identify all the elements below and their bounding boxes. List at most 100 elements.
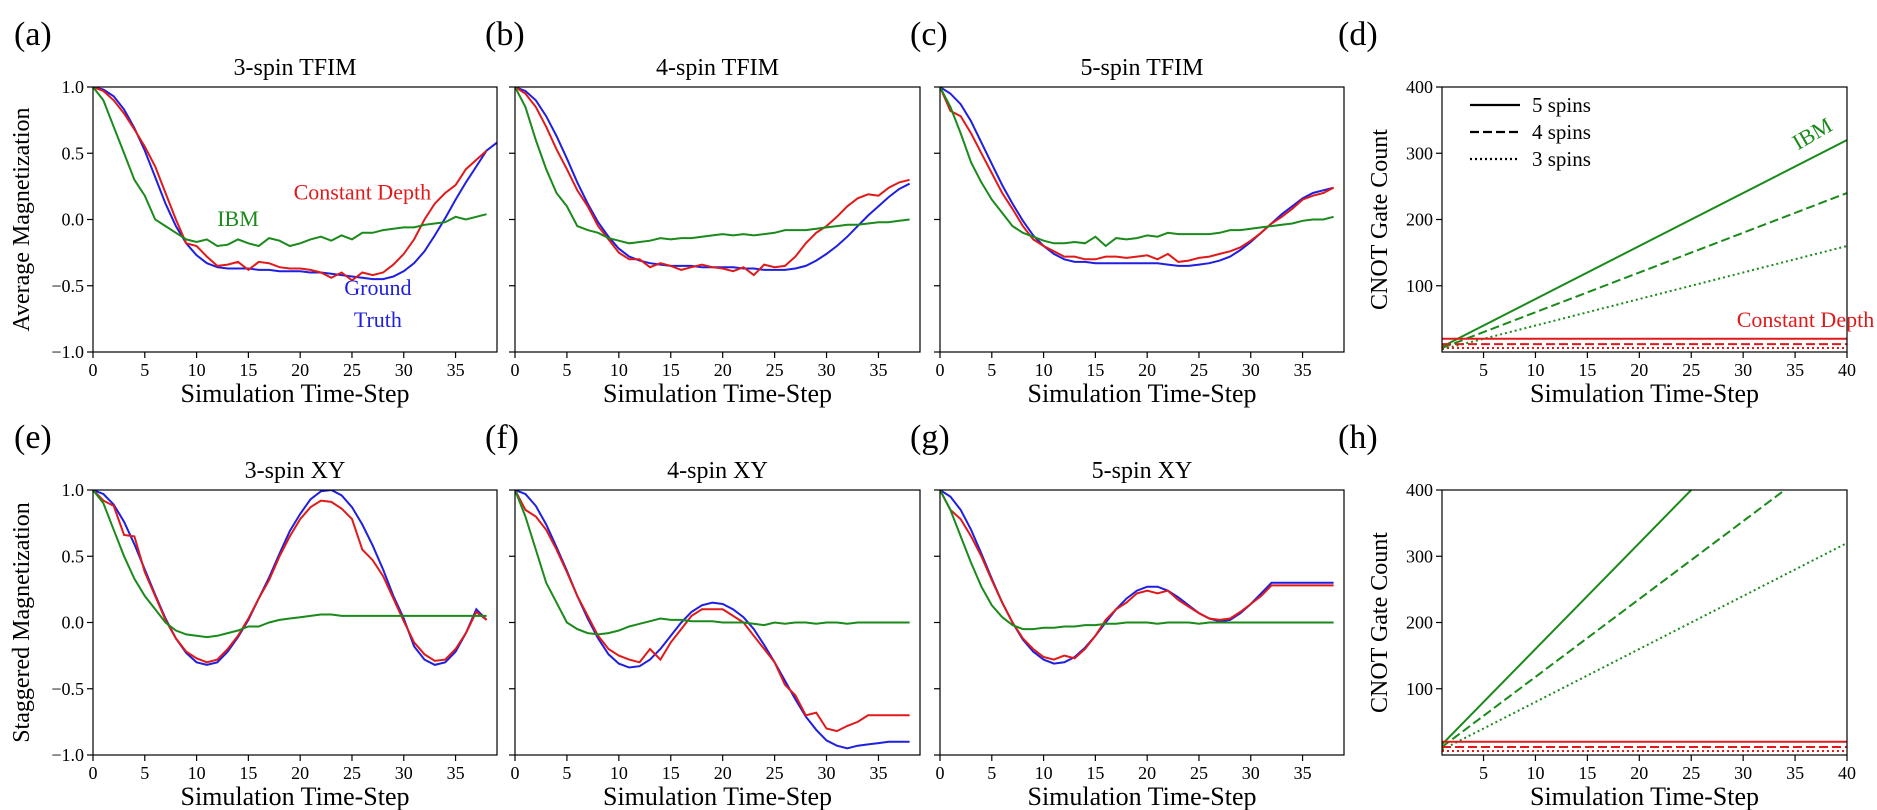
- panel-letter: (b): [485, 16, 525, 53]
- series-line-ibm: [940, 87, 1334, 248]
- y-tick-label: −0.5: [51, 276, 84, 296]
- series-line-ibm: [515, 87, 910, 245]
- y-tick-label: 1.0: [62, 480, 85, 500]
- series-line-ibm: [93, 87, 487, 248]
- annotation-label: Truth: [354, 307, 402, 332]
- panel-letter: (a): [14, 16, 52, 53]
- x-tick-label: 35: [447, 763, 465, 783]
- series-line-ground_truth: [93, 87, 497, 281]
- x-tick-label: 15: [1086, 763, 1104, 783]
- y-tick-label: 200: [1406, 210, 1433, 230]
- x-tick-label: 30: [1734, 360, 1752, 380]
- chart-panel-b: (b) 4-spin TFIM 0 5 10 15 20 25 30 35 Simulation T…: [485, 16, 921, 408]
- y-tick-label: 1.0: [62, 77, 85, 97]
- x-tick-label: 30: [1242, 360, 1260, 380]
- panel-letter: (h): [1338, 419, 1378, 456]
- x-tick-label: 15: [1578, 763, 1596, 783]
- x-tick-label: 5: [1479, 360, 1488, 380]
- y-tick-label: 100: [1406, 276, 1433, 296]
- x-tick-label: 25: [1190, 763, 1208, 783]
- chart-panel-g: (g) 5-spin XY 0 5 10 15 20 25 30 35 Simulation Tim…: [910, 419, 1345, 810]
- x-tick-label: 5: [987, 763, 996, 783]
- y-tick-label: 300: [1406, 143, 1433, 163]
- x-tick-label: 0: [89, 360, 98, 380]
- x-tick-label: 0: [89, 763, 98, 783]
- x-tick-label: 10: [610, 763, 628, 783]
- x-tick-label: 10: [1526, 763, 1544, 783]
- x-axis-label: Simulation Time-Step: [1028, 379, 1257, 408]
- series-line-ground_truth: [940, 490, 1334, 665]
- x-tick-label: 5: [140, 763, 149, 783]
- panel-letter: (e): [14, 419, 52, 456]
- y-tick-label: 400: [1406, 480, 1433, 500]
- x-tick-label: 30: [395, 360, 413, 380]
- legend-label: 3 spins: [1532, 147, 1591, 171]
- x-tick-label: 10: [1035, 360, 1053, 380]
- y-tick-label: −1.0: [51, 745, 84, 765]
- chart-title: 3-spin TFIM: [234, 55, 357, 81]
- x-tick-label: 30: [395, 763, 413, 783]
- plot-frame: [1441, 489, 1848, 756]
- x-tick-label: 5: [140, 360, 149, 380]
- x-tick-label: 15: [1086, 360, 1104, 380]
- x-tick-label: 35: [1294, 763, 1312, 783]
- y-tick-label: 400: [1406, 77, 1433, 97]
- y-axis-label: Average Magnetization: [9, 107, 35, 331]
- series-line-constant_depth: [93, 490, 488, 664]
- x-tick-label: 20: [714, 360, 732, 380]
- x-tick-label: 10: [188, 360, 206, 380]
- x-tick-label: 35: [869, 360, 887, 380]
- series-line-constant_depth: [515, 490, 910, 733]
- x-tick-label: 5: [1479, 763, 1488, 783]
- series-line-ibm-dotted: [1442, 245, 1847, 351]
- x-tick-label: 30: [1734, 763, 1752, 783]
- chart-legend: 5 spins 4 spins 3 spins: [1470, 93, 1591, 171]
- panel-letter: (g): [910, 419, 950, 456]
- y-axis-label: Staggered Magnetization: [9, 502, 35, 743]
- x-tick-label: 25: [1682, 763, 1700, 783]
- x-tick-label: 30: [1242, 763, 1260, 783]
- x-tick-label: 15: [1578, 360, 1596, 380]
- plot-frame: [92, 489, 498, 756]
- x-axis-label: Simulation Time-Step: [181, 379, 410, 408]
- y-tick-label: 200: [1406, 613, 1433, 633]
- x-tick-label: 10: [1035, 763, 1053, 783]
- chart-panel-c: (c) 5-spin TFIM 0 5 10 15 20 25 30 35 Simulation T…: [910, 16, 1345, 408]
- x-tick-label: 25: [766, 360, 784, 380]
- series-line-ibm-dashed: [1442, 490, 1786, 748]
- y-tick-label: 300: [1406, 546, 1433, 566]
- x-tick-label: 40: [1838, 360, 1856, 380]
- x-tick-label: 35: [447, 360, 465, 380]
- x-tick-label: 30: [818, 763, 836, 783]
- x-tick-label: 15: [662, 763, 680, 783]
- plot-frame: [514, 86, 921, 353]
- x-tick-label: 35: [1786, 360, 1804, 380]
- plot-frame: [939, 86, 1345, 353]
- x-axis-label: Simulation Time-Step: [181, 782, 410, 810]
- x-tick-label: 10: [188, 763, 206, 783]
- x-tick-label: 40: [1838, 763, 1856, 783]
- x-tick-label: 20: [1138, 763, 1156, 783]
- y-tick-label: 0.5: [62, 143, 85, 163]
- x-tick-label: 35: [869, 763, 887, 783]
- x-tick-label: 0: [936, 763, 945, 783]
- x-tick-label: 25: [343, 360, 361, 380]
- panel-letter: (d): [1338, 16, 1378, 53]
- chart-title: 5-spin XY: [1092, 458, 1193, 484]
- series-line-ibm: [515, 490, 910, 636]
- x-tick-label: 0: [511, 763, 520, 783]
- x-tick-label: 25: [766, 763, 784, 783]
- x-tick-label: 20: [714, 763, 732, 783]
- legend-label: 4 spins: [1532, 120, 1591, 144]
- y-axis-label: CNOT Gate Count: [1367, 129, 1393, 310]
- x-axis-label: Simulation Time-Step: [603, 782, 832, 810]
- y-tick-label: −1.0: [51, 342, 84, 362]
- x-tick-label: 25: [343, 763, 361, 783]
- chart-title: 4-spin TFIM: [656, 55, 779, 81]
- panel-letter: (c): [910, 16, 948, 53]
- x-tick-label: 10: [610, 360, 628, 380]
- series-line-ibm: [940, 490, 1334, 631]
- series-line-constant_depth: [940, 87, 1335, 263]
- x-tick-label: 20: [1630, 360, 1648, 380]
